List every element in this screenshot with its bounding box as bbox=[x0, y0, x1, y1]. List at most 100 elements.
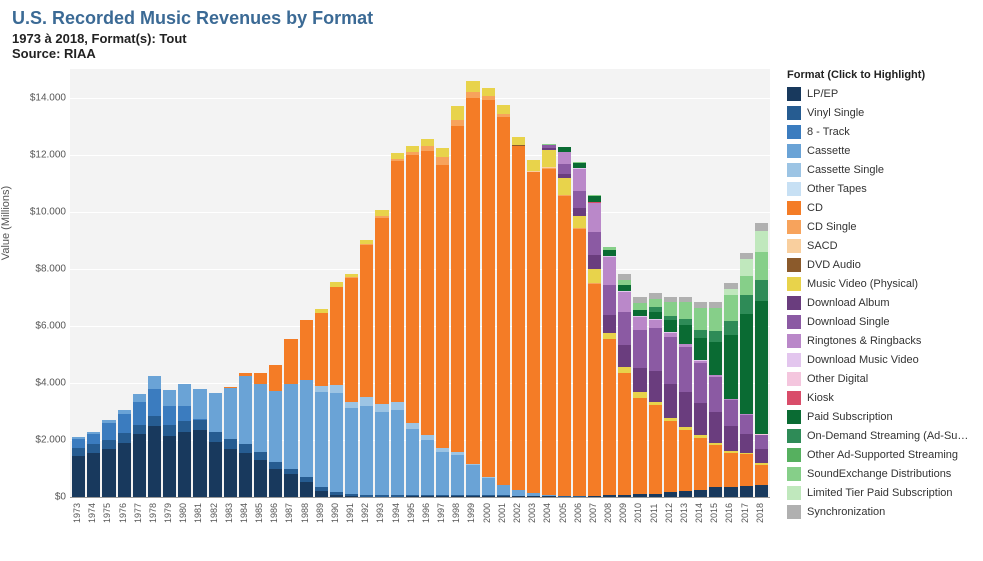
segment-soundexchange[interactable] bbox=[649, 299, 662, 307]
segment-cassette_single[interactable] bbox=[406, 423, 419, 430]
legend-item-paid_sub[interactable]: Paid Subscription bbox=[787, 408, 971, 425]
legend-item-vinyl_single[interactable]: Vinyl Single bbox=[787, 104, 971, 121]
segment-cd[interactable] bbox=[451, 126, 464, 452]
legend-item-soundexchange[interactable]: SoundExchange Distributions bbox=[787, 465, 971, 482]
segment-download_single[interactable] bbox=[679, 347, 692, 392]
segment-on_demand_stream[interactable] bbox=[740, 295, 753, 314]
segment-lp_ep[interactable] bbox=[709, 487, 722, 497]
bar-2003[interactable] bbox=[527, 160, 540, 498]
segment-soundexchange[interactable] bbox=[694, 308, 707, 330]
segment-cassette[interactable] bbox=[406, 429, 419, 495]
segment-cassette[interactable] bbox=[224, 388, 237, 440]
bar-1997[interactable] bbox=[436, 148, 449, 497]
segment-download_single[interactable] bbox=[558, 164, 571, 174]
segment-download_album[interactable] bbox=[709, 412, 722, 443]
segment-cd[interactable] bbox=[603, 339, 616, 495]
segment-download_single[interactable] bbox=[633, 330, 646, 368]
segment-ringtones[interactable] bbox=[603, 257, 616, 285]
segment-music_video[interactable] bbox=[451, 106, 464, 120]
segment-vinyl_single[interactable] bbox=[209, 432, 222, 442]
segment-cd[interactable] bbox=[679, 430, 692, 491]
segment-eight_track[interactable] bbox=[133, 402, 146, 425]
legend-item-cassette_single[interactable]: Cassette Single bbox=[787, 161, 971, 178]
bar-1992[interactable] bbox=[360, 240, 373, 497]
segment-cassette[interactable] bbox=[269, 391, 282, 462]
segment-cd[interactable] bbox=[694, 438, 707, 490]
segment-vinyl_single[interactable] bbox=[72, 448, 85, 457]
segment-cd[interactable] bbox=[709, 445, 722, 487]
segment-download_single[interactable] bbox=[664, 337, 677, 383]
segment-eight_track[interactable] bbox=[163, 406, 176, 425]
segment-cassette_single[interactable] bbox=[330, 385, 343, 392]
legend-item-lp_ep[interactable]: LP/EP bbox=[787, 85, 971, 102]
segment-cassette[interactable] bbox=[239, 376, 252, 444]
segment-cassette[interactable] bbox=[421, 440, 434, 494]
segment-cassette[interactable] bbox=[330, 393, 343, 492]
segment-music_video[interactable] bbox=[391, 153, 404, 160]
legend-item-sacd[interactable]: SACD bbox=[787, 237, 971, 254]
segment-lp_ep[interactable] bbox=[740, 486, 753, 497]
bar-2018[interactable] bbox=[755, 223, 768, 497]
segment-cd[interactable] bbox=[664, 421, 677, 492]
segment-soundexchange[interactable] bbox=[679, 302, 692, 319]
segment-lp_ep[interactable] bbox=[87, 453, 100, 497]
legend-item-cd[interactable]: CD bbox=[787, 199, 971, 216]
bar-2011[interactable] bbox=[649, 293, 662, 497]
segment-music_video[interactable] bbox=[497, 105, 510, 114]
segment-music_video[interactable] bbox=[558, 178, 571, 195]
legend-item-cd_single[interactable]: CD Single bbox=[787, 218, 971, 235]
bar-2015[interactable] bbox=[709, 302, 722, 497]
bar-2004[interactable] bbox=[542, 144, 555, 497]
bar-2002[interactable] bbox=[512, 137, 525, 497]
segment-lp_ep[interactable] bbox=[209, 442, 222, 497]
segment-ringtones[interactable] bbox=[633, 317, 646, 330]
segment-vinyl_single[interactable] bbox=[133, 425, 146, 435]
segment-eight_track[interactable] bbox=[102, 423, 115, 440]
segment-cd[interactable] bbox=[466, 98, 479, 464]
segment-sync[interactable] bbox=[755, 223, 768, 231]
segment-music_video[interactable] bbox=[421, 139, 434, 146]
segment-cassette[interactable] bbox=[497, 485, 510, 495]
bar-2009[interactable] bbox=[618, 274, 631, 497]
segment-lp_ep[interactable] bbox=[163, 436, 176, 497]
segment-cd[interactable] bbox=[512, 146, 525, 490]
bar-1983[interactable] bbox=[224, 387, 237, 497]
segment-cd[interactable] bbox=[482, 100, 495, 477]
segment-cassette[interactable] bbox=[482, 478, 495, 496]
segment-cassette[interactable] bbox=[360, 406, 373, 495]
segment-paid_sub[interactable] bbox=[740, 314, 753, 414]
segment-music_video[interactable] bbox=[482, 88, 495, 96]
segment-cd[interactable] bbox=[360, 245, 373, 397]
segment-cd[interactable] bbox=[421, 151, 434, 434]
segment-download_single[interactable] bbox=[573, 191, 586, 208]
segment-lp_ep[interactable] bbox=[133, 434, 146, 497]
segment-download_album[interactable] bbox=[694, 403, 707, 435]
bar-1996[interactable] bbox=[421, 139, 434, 497]
bar-1981[interactable] bbox=[193, 389, 206, 497]
segment-download_album[interactable] bbox=[618, 345, 631, 367]
segment-cd[interactable] bbox=[269, 365, 282, 392]
segment-cd[interactable] bbox=[649, 405, 662, 493]
segment-lp_ep[interactable] bbox=[724, 487, 737, 497]
segment-cd[interactable] bbox=[542, 169, 555, 496]
legend-item-sync[interactable]: Synchronization bbox=[787, 503, 971, 520]
legend-item-limited_tier[interactable]: Limited Tier Paid Subscription bbox=[787, 484, 971, 501]
segment-cd[interactable] bbox=[618, 373, 631, 495]
segment-soundexchange[interactable] bbox=[755, 252, 768, 279]
bar-1988[interactable] bbox=[300, 320, 313, 497]
segment-cassette_single[interactable] bbox=[360, 397, 373, 406]
bar-1975[interactable] bbox=[102, 420, 115, 497]
segment-download_single[interactable] bbox=[588, 232, 601, 255]
bar-1987[interactable] bbox=[284, 339, 297, 497]
segment-download_album[interactable] bbox=[679, 392, 692, 427]
segment-download_single[interactable] bbox=[618, 312, 631, 344]
segment-download_album[interactable] bbox=[649, 371, 662, 402]
segment-cd[interactable] bbox=[633, 398, 646, 495]
bar-2007[interactable] bbox=[588, 195, 601, 497]
segment-cd[interactable] bbox=[755, 465, 768, 485]
bar-1977[interactable] bbox=[133, 394, 146, 497]
segment-cassette[interactable] bbox=[178, 384, 191, 406]
segment-cd[interactable] bbox=[558, 196, 571, 496]
segment-cd[interactable] bbox=[330, 287, 343, 385]
legend-item-download_mv[interactable]: Download Music Video bbox=[787, 351, 971, 368]
